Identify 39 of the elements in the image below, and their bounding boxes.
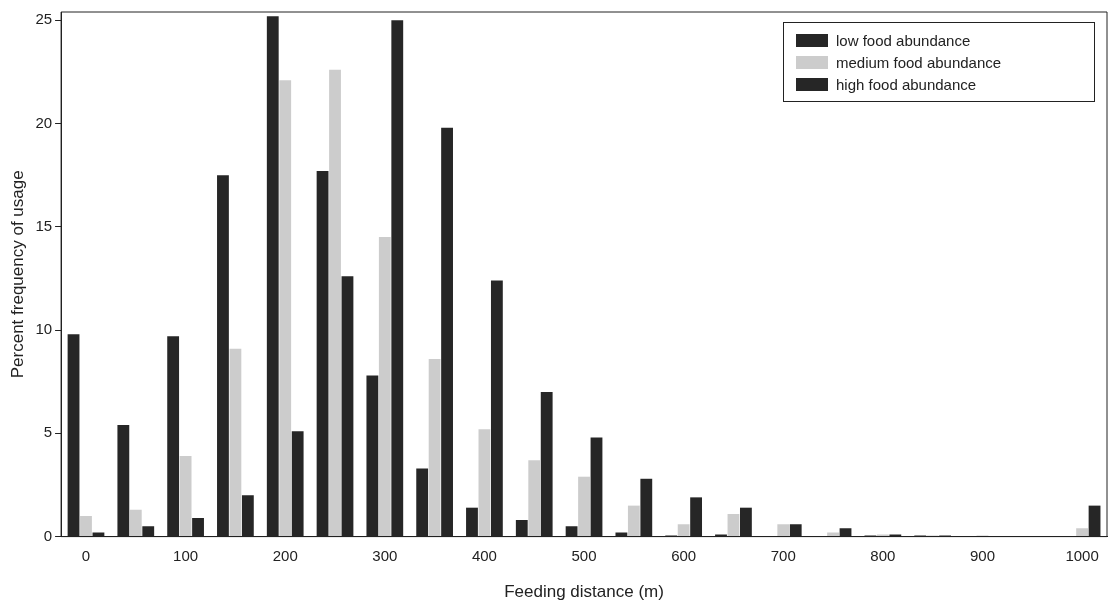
y-tick-label: 15 (35, 216, 53, 234)
y-tick-label: 5 (43, 423, 53, 441)
bar (428, 358, 441, 537)
x-tick-label: 0 (81, 546, 91, 564)
bar (578, 476, 590, 537)
bar (627, 505, 640, 537)
y-tick-label: 25 (35, 10, 53, 28)
x-axis-title: Feeding distance (m) (504, 582, 664, 602)
bar (229, 348, 242, 537)
bar (777, 524, 790, 537)
legend-label: low food abundance (836, 31, 971, 49)
bar (80, 515, 92, 537)
y-tick-label: 10 (35, 320, 53, 338)
x-tick-label: 700 (770, 546, 796, 564)
y-axis-title: Percent frequency of usage (7, 170, 27, 379)
bar (329, 69, 341, 537)
y-tick-label: 20 (35, 113, 53, 131)
x-tick-label: 300 (372, 546, 398, 564)
x-tick-label: 800 (870, 546, 896, 564)
bar (129, 509, 142, 537)
x-tick-label: 500 (571, 546, 597, 564)
legend-label: medium food abundance (836, 53, 1002, 71)
x-tick-label: 600 (671, 546, 697, 564)
bar (179, 456, 192, 537)
bar (1076, 528, 1089, 537)
bar (528, 460, 541, 537)
bar (727, 513, 740, 537)
bar (279, 80, 292, 537)
x-tick-label: 400 (471, 546, 497, 564)
x-tick-label: 900 (969, 546, 995, 564)
bar (478, 429, 491, 537)
y-tick-label: 0 (43, 526, 53, 544)
legend-label: high food abundance (836, 75, 977, 93)
x-tick-label: 1000 (1065, 546, 1099, 564)
bar (827, 532, 839, 537)
bar (378, 237, 391, 537)
x-tick-label: 100 (173, 546, 199, 564)
bar (677, 524, 690, 537)
x-tick-label: 200 (272, 546, 298, 564)
